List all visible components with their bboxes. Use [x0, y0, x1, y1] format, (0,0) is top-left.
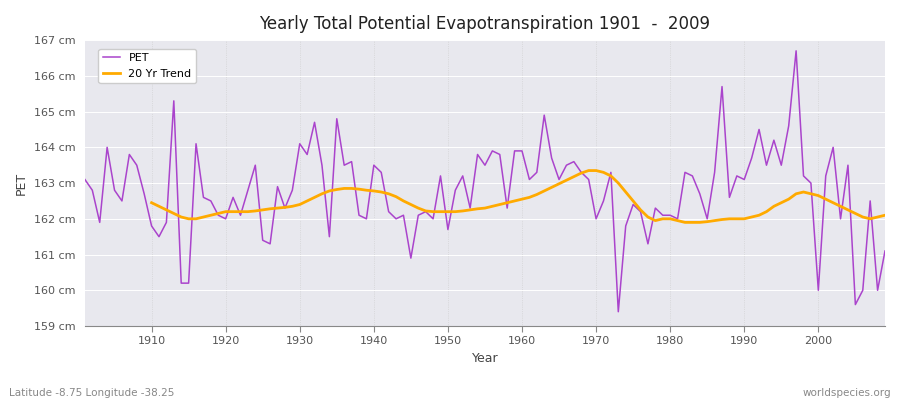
- 20 Yr Trend: [879, 213, 890, 218]
- PET: [509, 148, 520, 153]
- 20 Yr Trend: [524, 195, 535, 200]
- Text: worldspecies.org: worldspecies.org: [803, 388, 891, 398]
- PET: [346, 159, 357, 164]
- PET: [517, 148, 527, 153]
- 20 Yr Trend: [590, 168, 601, 173]
- PET: [606, 170, 616, 175]
- Y-axis label: PET: PET: [15, 172, 28, 195]
- PET: [139, 191, 149, 196]
- 20 Yr Trend: [146, 200, 157, 205]
- PET: [879, 248, 890, 253]
- Line: PET: PET: [85, 51, 885, 312]
- Title: Yearly Total Potential Evapotranspiration 1901  -  2009: Yearly Total Potential Evapotranspiratio…: [259, 15, 710, 33]
- 20 Yr Trend: [835, 204, 846, 209]
- PET: [791, 48, 802, 53]
- PET: [79, 177, 90, 182]
- 20 Yr Trend: [583, 168, 594, 173]
- Line: 20 Yr Trend: 20 Yr Trend: [151, 170, 885, 222]
- Legend: PET, 20 Yr Trend: PET, 20 Yr Trend: [98, 48, 196, 83]
- 20 Yr Trend: [287, 204, 298, 209]
- 20 Yr Trend: [317, 191, 328, 196]
- X-axis label: Year: Year: [472, 352, 499, 365]
- 20 Yr Trend: [680, 220, 690, 225]
- 20 Yr Trend: [858, 215, 868, 220]
- PET: [613, 309, 624, 314]
- PET: [302, 152, 312, 157]
- Text: Latitude -8.75 Longitude -38.25: Latitude -8.75 Longitude -38.25: [9, 388, 175, 398]
